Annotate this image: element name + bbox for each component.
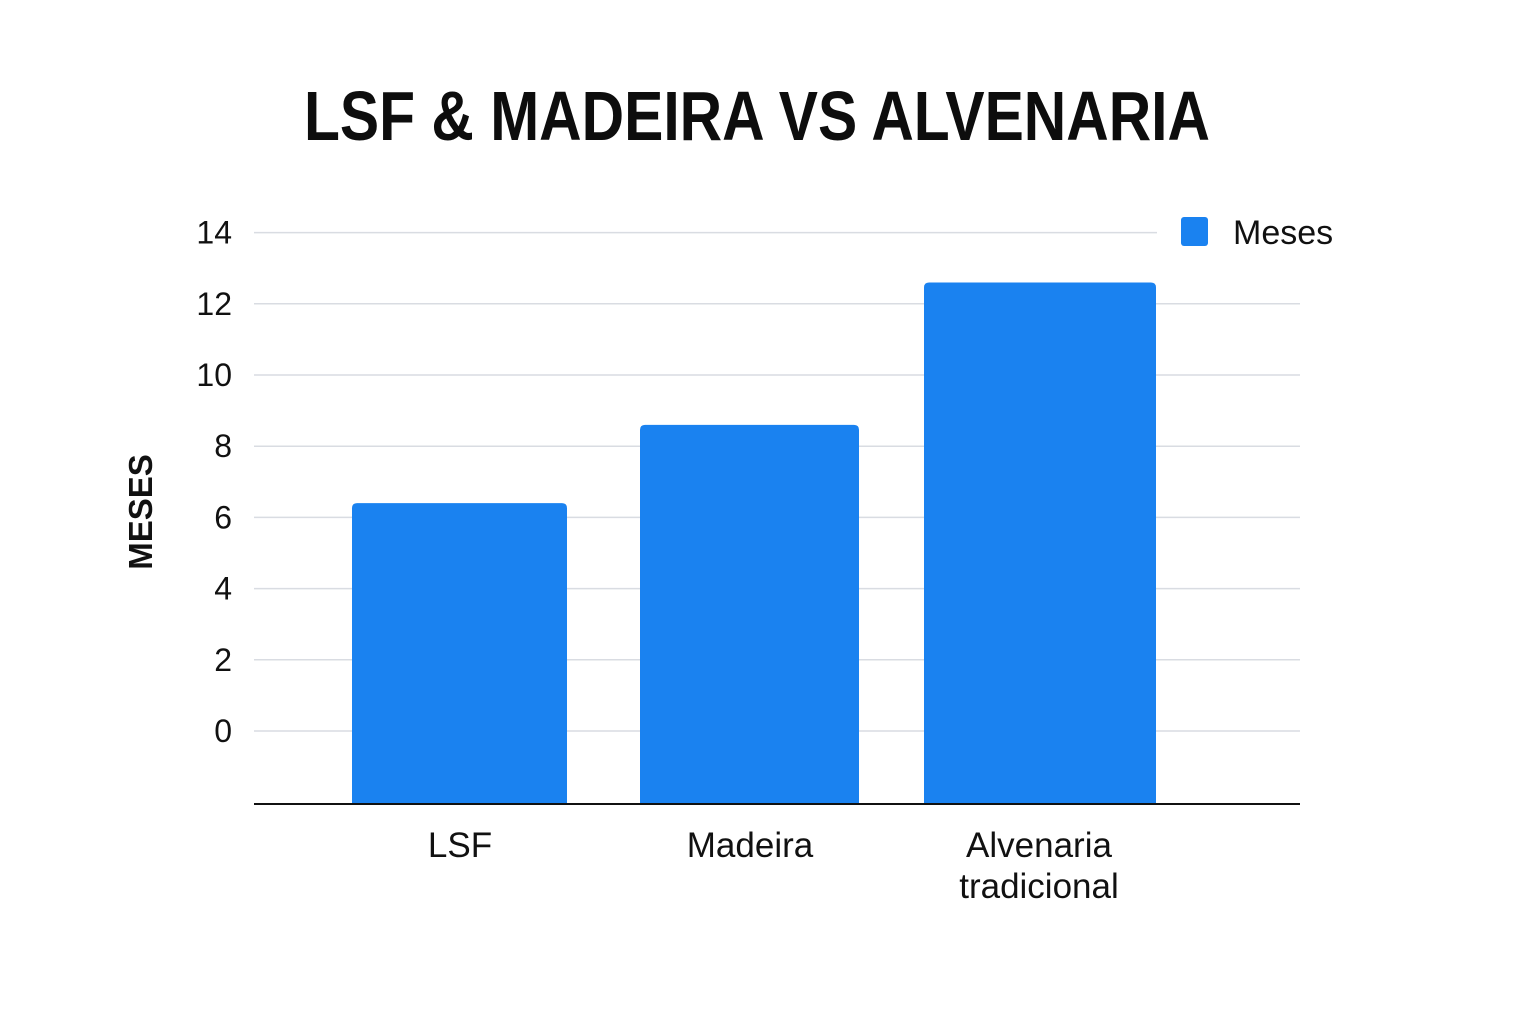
legend-label: Meses: [1233, 214, 1333, 252]
y-axis-label: MESES: [122, 454, 159, 570]
bar-1: [640, 424, 859, 804]
bar-2: [924, 282, 1156, 804]
y-tick-label-4: 4: [214, 571, 232, 607]
y-tick-label-10: 10: [196, 357, 232, 393]
y-tick-label-0: 0: [214, 713, 232, 749]
x-category-label-0: LSF: [428, 826, 492, 865]
x-axis-categories: LSF Madeira Alvenaria tradicional: [428, 826, 1119, 906]
y-tick-label-8: 8: [214, 428, 232, 464]
legend: Meses: [1181, 214, 1333, 252]
y-axis-ticks: 0 2 4 6 8 10 12 14: [196, 215, 232, 749]
bars: [352, 282, 1156, 804]
y-tick-label-2: 2: [214, 642, 232, 678]
y-tick-label-12: 12: [196, 286, 232, 322]
y-tick-label-6: 6: [214, 499, 232, 535]
legend-swatch: [1181, 217, 1208, 246]
chart-title: LSF & MADEIRA VS ALVENARIA: [304, 77, 1210, 155]
x-category-label-1: Madeira: [687, 826, 814, 865]
y-tick-label-14: 14: [196, 215, 232, 251]
bar-0: [352, 503, 567, 804]
x-category-label-2: Alvenaria tradicional: [959, 826, 1119, 906]
